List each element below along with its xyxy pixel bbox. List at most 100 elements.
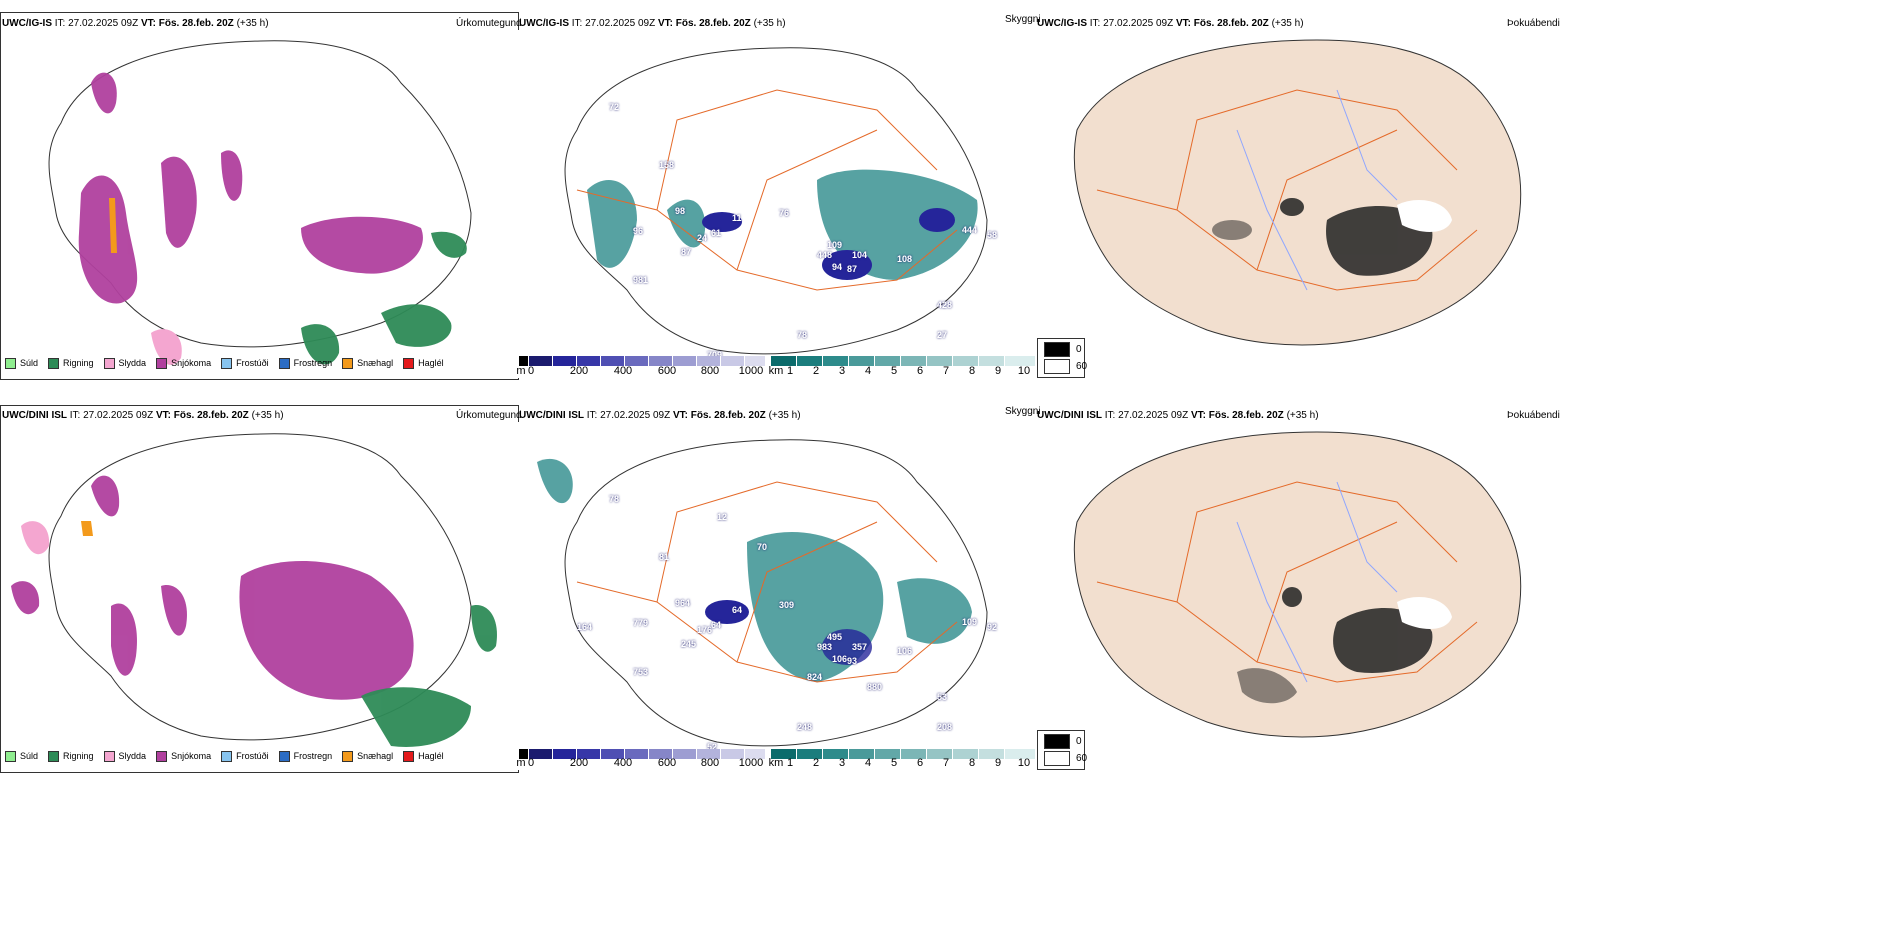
legend-item: Haglél — [403, 357, 444, 369]
precip-panel-row2: Súld Rigning Slydda Snjókoma Frostúði Fr… — [0, 405, 519, 773]
height-colorbar-ticks-row2: m 0 200 400 600 800 1000 — [516, 757, 764, 769]
cloud-height-label: 208 — [937, 722, 953, 732]
cloud-height-label: 357 — [852, 642, 868, 652]
fog-title-row2: Þokuábendi — [1507, 410, 1560, 421]
cloud-height-label: 70 — [757, 542, 768, 552]
cloud-height-label: 428 — [937, 300, 953, 310]
cloud-title-row2: Skyggni — [1005, 406, 1041, 417]
cloud-height-label: 158 — [659, 160, 675, 170]
cloud-height-label: 709 — [707, 350, 723, 360]
cloud-colorbar-ticks-row1: km 1 2 3 4 5 6 7 8 9 10 — [768, 365, 1031, 377]
legend-item: Snæhagl — [342, 357, 393, 369]
header-cloud-row2: UWC/DINI ISL IT: 27.02.2025 09Z VT: Fös.… — [519, 410, 801, 421]
header-cloud-row1: UWC/IG-IS IT: 27.02.2025 09Z VT: Fös. 28… — [519, 18, 786, 29]
cloud-height-label: 106 — [897, 646, 913, 656]
legend-item: Rigning — [48, 750, 94, 762]
cloud-panel-row2: 78 81 964 64 176 64 309 779 245 753 495 983 357 106 93… — [517, 422, 1037, 770]
legend-item: Slydda — [103, 750, 146, 762]
precip-map-row1 — [48, 40, 472, 365]
cloud-height-label: 444 — [962, 225, 978, 235]
cloud-height-label: 495 — [827, 632, 843, 642]
cloud-height-label: 61 — [711, 228, 722, 238]
fog-map-row1 — [1073, 39, 1522, 346]
cloud-height-label: 164 — [577, 622, 593, 632]
legend-item: Frostúði — [221, 750, 269, 762]
cloud-height-label: 81 — [659, 552, 670, 562]
cloud-height-label: 779 — [633, 618, 649, 628]
cloud-height-label: 96 — [633, 226, 644, 236]
cloud-title-row1: Skyggni — [1005, 14, 1041, 25]
cloud-height-label: 94 — [832, 262, 843, 272]
cloud-map-row2 — [537, 439, 988, 747]
cloud-height-label: 109 — [827, 240, 843, 250]
cloud-map-row1 — [564, 47, 988, 355]
cloud-height-label: 87 — [681, 247, 692, 257]
legend-item: Frostúði — [221, 357, 269, 369]
cloud-height-label: 880 — [867, 682, 883, 692]
cloud-height-label: 24 — [697, 233, 708, 243]
cloud-height-label: 983 — [817, 642, 833, 652]
fog-panel-row1 — [1037, 30, 1557, 378]
legend-item: Súld — [5, 357, 38, 369]
fog-legend-row1: 0 60 — [1037, 338, 1087, 378]
precip-legend-row1: Súld Rigning Slydda Snjókoma Frostúði Fr… — [5, 355, 444, 371]
legend-item: Frostregn — [278, 750, 332, 762]
cloud-height-label: 78 — [797, 330, 808, 340]
cloud-height-label: 58 — [987, 230, 998, 240]
fog-panel-row2 — [1037, 422, 1557, 770]
cloud-height-label: 76 — [779, 208, 790, 218]
legend-item: Súld — [5, 750, 38, 762]
cloud-height-label: 753 — [633, 667, 649, 677]
legend-item: Slydda — [103, 357, 146, 369]
fog-legend-row2: 0 60 — [1037, 730, 1087, 770]
header-precip-row2: UWC/DINI ISL IT: 27.02.2025 09Z VT: Fös.… — [2, 410, 284, 421]
cloud-height-label: 87 — [847, 264, 858, 274]
cloud-height-label: 52 — [707, 742, 718, 752]
cloud-height-label: 64 — [711, 620, 722, 630]
cloud-height-label: 176 — [697, 625, 713, 635]
fog-map-row2 — [1073, 431, 1522, 738]
cloud-height-label: 12 — [717, 512, 728, 522]
legend-item: Rigning — [48, 357, 94, 369]
cloud-height-label: 448 — [817, 250, 833, 260]
height-colorbar-row1 — [519, 356, 766, 366]
precip-panel-row1: Súld Rigning Slydda Snjókoma Frostúði Fr… — [0, 12, 519, 380]
header-precip-row1: UWC/IG-IS IT: 27.02.2025 09Z VT: Fös. 28… — [2, 18, 269, 29]
cloud-height-label: 92 — [987, 622, 998, 632]
cloud-height-label: 72 — [609, 102, 620, 112]
fog-title-row1: Þokuábendi — [1507, 18, 1560, 29]
cloud-height-label: 98 — [675, 206, 686, 216]
legend-item: Snæhagl — [342, 750, 393, 762]
header-fog-row2: UWC/DINI ISL IT: 27.02.2025 09Z VT: Fös.… — [1037, 410, 1319, 421]
cloud-colorbar-row2 — [771, 749, 1036, 759]
cloud-height-label: 109 — [962, 617, 978, 627]
legend-item: Snjókoma — [156, 750, 211, 762]
cloud-height-label: 64 — [732, 605, 743, 615]
height-colorbar-ticks-row1: m 0 200 400 600 800 1000 — [516, 365, 764, 377]
cloud-height-label: 964 — [675, 598, 691, 608]
cloud-height-label: 78 — [609, 494, 620, 504]
height-colorbar-row2 — [519, 749, 766, 759]
precip-legend-row2: Súld Rigning Slydda Snjókoma Frostúði Fr… — [5, 748, 444, 764]
cloud-height-label: 27 — [937, 330, 948, 340]
cloud-height-label: 309 — [779, 600, 795, 610]
header-fog-row1: UWC/IG-IS IT: 27.02.2025 09Z VT: Fös. 28… — [1037, 18, 1304, 29]
precip-title-row1: Úrkomutegund — [456, 18, 522, 29]
cloud-height-label: 824 — [807, 672, 823, 682]
cloud-height-label: 248 — [797, 722, 813, 732]
cloud-height-label: 106 — [832, 654, 848, 664]
precip-map-row2 — [11, 433, 497, 747]
legend-item: Frostregn — [278, 357, 332, 369]
cloud-height-label: 981 — [633, 275, 649, 285]
cloud-panel-row1: 72 158 98 11 24 61 76 96 87 981 109 448 104 94 87 108 78… — [517, 30, 1037, 378]
cloud-height-label: 53 — [937, 692, 948, 702]
precip-title-row2: Úrkomutegund — [456, 410, 522, 421]
cloud-height-label: 108 — [897, 254, 913, 264]
legend-item: Haglél — [403, 750, 444, 762]
cloud-height-label: 93 — [847, 656, 858, 666]
cloud-height-label: 245 — [681, 639, 697, 649]
cloud-colorbar-ticks-row2: km 1 2 3 4 5 6 7 8 9 10 — [768, 757, 1031, 769]
cloud-height-label: 104 — [852, 250, 868, 260]
legend-item: Snjókoma — [156, 357, 211, 369]
cloud-colorbar-row1 — [771, 356, 1036, 366]
